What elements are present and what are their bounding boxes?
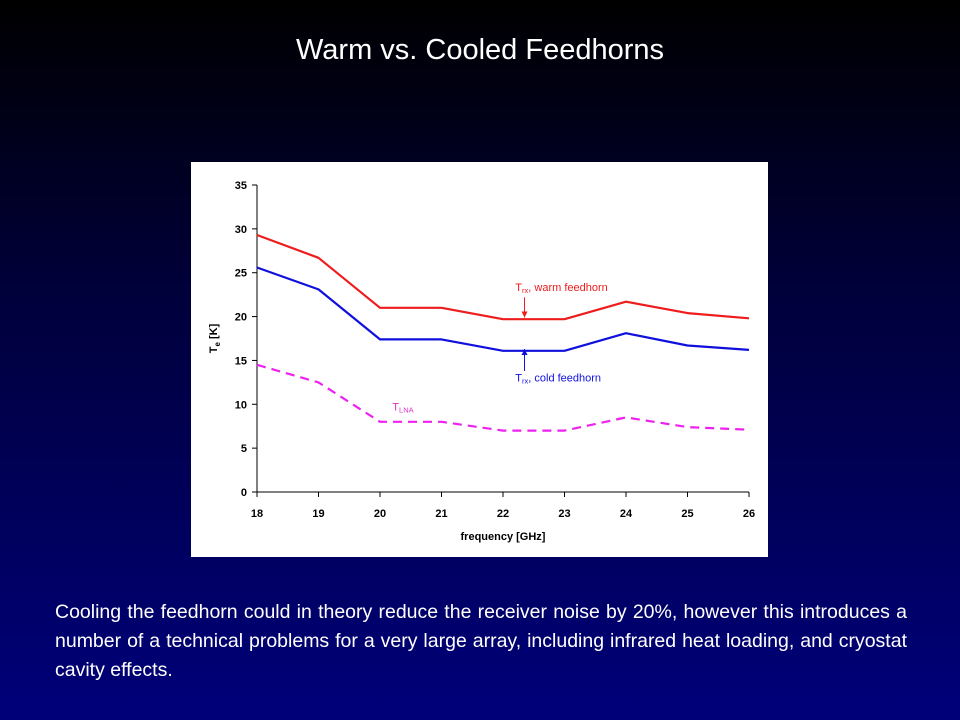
series-line-cold [256,266,750,352]
series-label-warm: Trx, warm feedhorn [515,282,607,295]
x-tick-label: 21 [435,508,447,520]
y-tick-label: 15 [235,355,247,367]
arrow-head-cold [521,349,528,356]
y-tick-label: 30 [235,224,247,236]
x-tick-label: 20 [374,508,386,520]
y-tick-label: 0 [241,487,247,499]
x-tick-label: 26 [743,508,755,520]
y-tick-label: 25 [235,268,247,280]
arrow-head-warm [521,311,528,318]
series-label-cold: Trx, cold feedhorn [515,372,601,385]
x-tick-label: 24 [620,508,633,520]
x-tick-label: 23 [558,508,570,520]
slide-caption: Cooling the feedhorn could in theory red… [55,601,907,681]
y-tick-label: 35 [235,180,247,192]
y-tick-label: 5 [241,443,247,455]
chart-panel: 0 5 10 15 20 25 30 35 18 19 20 21 22 23 24 25 26 frequenc… [191,162,768,557]
series-label-lna: TLNA [392,401,413,414]
y-axis-title: Te [K] [208,323,222,353]
x-tick-label: 25 [681,508,693,520]
series-line-warm [256,233,750,321]
x-tick-label: 19 [312,508,324,520]
y-tick-label: 10 [235,399,247,411]
x-axis-title: frequency [GHz] [461,531,546,543]
x-tick-label: 22 [497,508,509,520]
y-tick-label: 20 [235,312,247,324]
x-tick-label: 18 [251,508,263,520]
series-line-lna [256,363,750,432]
noise-temperature-chart: 0 5 10 15 20 25 30 35 18 19 20 21 22 23 24 25 26 frequenc… [208,180,755,543]
slide-title: Warm vs. Cooled Feedhorns [295,34,664,66]
